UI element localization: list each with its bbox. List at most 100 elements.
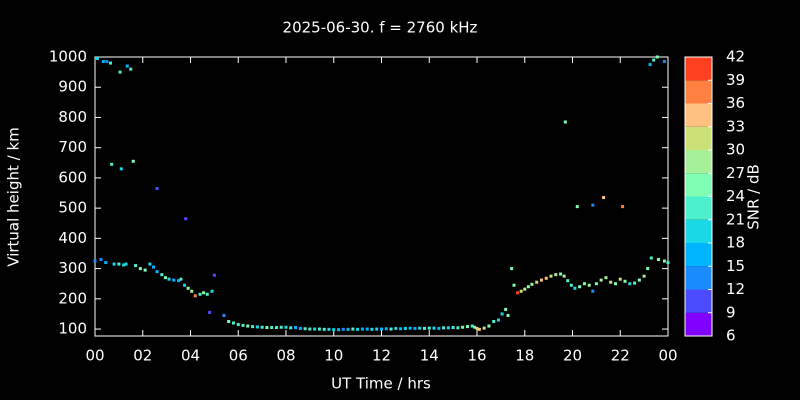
x-tick-label: 14 bbox=[420, 347, 439, 365]
data-point bbox=[648, 63, 652, 67]
colorbar-swatch bbox=[685, 312, 712, 336]
x-tick-label: 16 bbox=[467, 347, 486, 365]
data-point bbox=[227, 319, 231, 323]
data-point bbox=[117, 262, 121, 266]
data-point bbox=[289, 326, 293, 330]
x-tick-label: 06 bbox=[229, 347, 248, 365]
data-point bbox=[591, 289, 595, 293]
colorbar-swatch bbox=[685, 126, 712, 150]
data-point bbox=[637, 278, 641, 282]
x-tick-label: 22 bbox=[611, 347, 630, 365]
data-point bbox=[642, 274, 646, 278]
data-point bbox=[313, 327, 317, 331]
data-point bbox=[582, 282, 586, 286]
data-point bbox=[559, 272, 563, 276]
y-tick-label: 700 bbox=[58, 138, 87, 156]
data-point bbox=[148, 262, 152, 266]
data-point bbox=[122, 263, 126, 267]
data-point bbox=[618, 277, 622, 281]
data-point bbox=[384, 327, 388, 331]
data-point bbox=[341, 327, 345, 331]
data-point bbox=[208, 310, 212, 314]
data-point bbox=[265, 326, 269, 330]
data-point bbox=[569, 283, 573, 287]
y-tick-label: 1000 bbox=[49, 48, 87, 66]
data-point bbox=[492, 319, 496, 323]
data-point bbox=[446, 326, 450, 330]
data-point bbox=[442, 326, 446, 330]
y-tick-label: 300 bbox=[58, 259, 87, 277]
y-tick-label: 100 bbox=[58, 320, 87, 338]
x-tick-label: 04 bbox=[181, 347, 200, 365]
data-point bbox=[308, 327, 312, 331]
y-tick-label: 200 bbox=[58, 289, 87, 307]
data-point bbox=[131, 159, 135, 163]
data-point bbox=[231, 321, 235, 325]
data-point bbox=[270, 326, 274, 330]
data-point bbox=[562, 274, 566, 278]
data-point bbox=[112, 262, 116, 266]
data-point bbox=[380, 327, 383, 331]
data-point bbox=[255, 325, 259, 329]
data-point bbox=[351, 327, 355, 331]
data-point bbox=[461, 325, 465, 329]
data-point bbox=[500, 312, 504, 316]
data-point bbox=[110, 162, 114, 166]
data-point bbox=[609, 280, 613, 284]
data-point bbox=[186, 286, 190, 290]
data-point bbox=[119, 167, 123, 171]
data-point bbox=[143, 268, 147, 272]
data-point bbox=[337, 328, 341, 332]
colorbar-tick-label: 21 bbox=[726, 210, 745, 228]
data-point bbox=[408, 326, 412, 330]
y-tick-label: 900 bbox=[58, 78, 87, 96]
data-point bbox=[549, 274, 553, 278]
data-point bbox=[172, 278, 176, 282]
data-point bbox=[422, 326, 426, 330]
data-point bbox=[375, 327, 379, 331]
data-point bbox=[437, 326, 441, 330]
data-point bbox=[566, 279, 570, 283]
data-point bbox=[506, 313, 510, 317]
data-point bbox=[427, 326, 431, 330]
data-point bbox=[621, 205, 625, 209]
colorbar-swatch bbox=[685, 150, 712, 174]
data-point bbox=[591, 203, 595, 207]
data-point bbox=[365, 327, 369, 331]
y-tick-label: 800 bbox=[58, 108, 87, 126]
data-point bbox=[118, 70, 122, 74]
data-point bbox=[332, 328, 336, 332]
data-point bbox=[360, 327, 364, 331]
data-point bbox=[155, 270, 159, 274]
data-point bbox=[109, 61, 113, 65]
data-point bbox=[418, 326, 422, 330]
data-point bbox=[432, 326, 436, 330]
data-point bbox=[346, 327, 350, 331]
data-point bbox=[403, 326, 407, 330]
colorbar-swatch bbox=[685, 173, 712, 197]
x-tick-label: 00 bbox=[658, 347, 677, 365]
data-point bbox=[465, 325, 469, 329]
colorbar-swatch bbox=[685, 103, 712, 127]
data-point bbox=[516, 291, 520, 295]
data-point bbox=[599, 278, 603, 282]
colorbar-tick-label: 15 bbox=[726, 257, 745, 275]
data-point bbox=[575, 205, 579, 209]
data-point bbox=[327, 327, 331, 331]
data-point bbox=[535, 280, 539, 284]
data-point bbox=[236, 323, 240, 327]
data-point bbox=[399, 327, 403, 331]
data-point bbox=[260, 325, 264, 329]
data-point bbox=[125, 64, 129, 68]
data-point bbox=[389, 327, 393, 331]
data-point bbox=[530, 282, 534, 286]
x-tick-label: 02 bbox=[133, 347, 152, 365]
colorbar-label: SNR / dB bbox=[745, 164, 763, 230]
colorbar-swatch bbox=[685, 57, 712, 81]
data-point bbox=[487, 324, 491, 328]
colorbar-tick-label: 12 bbox=[726, 280, 745, 298]
data-point bbox=[633, 281, 637, 285]
data-point bbox=[563, 120, 567, 124]
colorbar-swatch bbox=[685, 196, 712, 220]
data-point bbox=[470, 324, 474, 328]
